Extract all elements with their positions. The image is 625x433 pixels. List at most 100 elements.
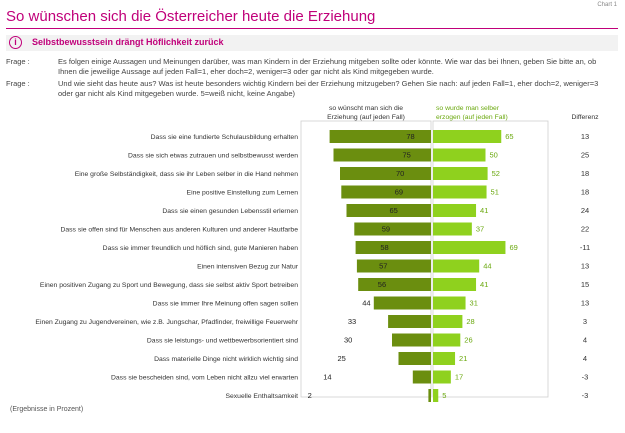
value-label-raised: 28 xyxy=(466,317,474,326)
bar-wish xyxy=(341,185,431,199)
value-label-raised: 52 xyxy=(492,169,500,178)
difference-value: 4 xyxy=(583,354,587,363)
series-header-raised-line2: erzogen (auf jeden Fall) xyxy=(436,114,508,121)
value-label-raised: 69 xyxy=(509,243,517,252)
value-label-wish: 75 xyxy=(403,151,411,160)
value-label-wish: 58 xyxy=(380,243,388,252)
value-label-raised: 50 xyxy=(490,151,498,160)
value-label-wish: 56 xyxy=(378,280,386,289)
bar-raised xyxy=(433,315,463,328)
bar-wish xyxy=(398,352,431,365)
value-label-raised: 21 xyxy=(459,354,467,363)
headline-text: Selbstbewusstsein drängt Höflichkeit zur… xyxy=(32,37,224,47)
value-label-wish: 69 xyxy=(395,188,403,197)
bar-wish xyxy=(388,315,431,328)
value-label-raised: 17 xyxy=(455,373,463,382)
difference-value: 15 xyxy=(581,280,589,289)
bar-wish xyxy=(358,278,431,291)
value-label-raised: 41 xyxy=(480,280,488,289)
difference-value: 13 xyxy=(581,262,589,271)
value-label-wish: 2 xyxy=(308,391,312,400)
page-title: So wünschen sich die Österreicher heute … xyxy=(6,8,376,25)
difference-value: 22 xyxy=(581,225,589,234)
category-label: Dass sie bescheiden sind, vom Leben nich… xyxy=(111,375,298,382)
series-header-wish-line2: Erziehung (auf jeden Fall) xyxy=(327,114,405,121)
value-label-wish: 30 xyxy=(344,336,352,345)
chart-number-label: Chart 1 xyxy=(597,2,617,8)
question-2-label: Frage : xyxy=(6,79,30,88)
bar-raised xyxy=(433,333,461,347)
difference-value: 24 xyxy=(581,206,589,215)
headline-banner: i Selbstbewusstsein drängt Höflichkeit z… xyxy=(6,35,618,51)
category-label: Dass sie offen sind für Menschen aus and… xyxy=(60,227,298,234)
bar-raised xyxy=(433,389,439,402)
bar-wish xyxy=(329,130,431,143)
question-1-text: Es folgen einige Aussagen und Meinungen … xyxy=(58,57,597,76)
question-2-text: Und wie sieht das heute aus? Was ist heu… xyxy=(58,79,599,98)
panel-frame-raised xyxy=(432,120,549,398)
value-label-wish: 65 xyxy=(390,206,398,215)
category-label: Dass sie sich etwas zutrauen und selbstb… xyxy=(128,153,298,160)
value-label-raised: 51 xyxy=(491,188,499,197)
bar-wish xyxy=(355,241,431,254)
bar-raised xyxy=(433,278,477,291)
series-header-wish: so wünscht man sich die xyxy=(329,105,403,112)
category-label: Dass materielle Dinge nicht wirklich wic… xyxy=(154,356,298,363)
difference-value: 3 xyxy=(583,317,587,326)
difference-value: 13 xyxy=(581,132,589,141)
bar-raised xyxy=(433,259,480,273)
info-icon: i xyxy=(9,36,22,49)
results-footnote: (Ergebnisse in Prozent) xyxy=(10,406,84,413)
category-label: Einen Zugang zu Jugendvereinen, wie z.B.… xyxy=(35,319,298,326)
value-label-raised: 65 xyxy=(505,132,513,141)
difference-value: 25 xyxy=(581,151,589,160)
value-label-raised: 41 xyxy=(480,206,488,215)
value-label-wish: 70 xyxy=(396,169,404,178)
bar-raised xyxy=(433,185,487,199)
bar-wish xyxy=(428,389,431,402)
bar-wish xyxy=(412,370,431,384)
value-label-wish: 14 xyxy=(323,373,331,382)
difference-value: 4 xyxy=(583,336,587,345)
value-label-wish: 57 xyxy=(379,262,387,271)
value-label-raised: 44 xyxy=(483,262,491,271)
difference-header: Differenz xyxy=(571,114,599,121)
panel-frame-wish xyxy=(300,120,432,398)
bar-wish xyxy=(354,222,431,236)
category-label: Sexuelle Enthaltsamkeit xyxy=(225,393,298,400)
value-label-wish: 78 xyxy=(406,132,414,141)
bar-wish xyxy=(346,204,431,217)
bar-raised xyxy=(433,370,451,384)
value-label-wish: 59 xyxy=(382,225,390,234)
category-label: Einen positiven Zugang zu Sport und Bewe… xyxy=(40,282,298,289)
bar-wish xyxy=(373,296,431,310)
bar-raised xyxy=(433,167,488,180)
value-label-raised: 37 xyxy=(476,225,484,234)
difference-value: 18 xyxy=(581,169,589,178)
value-label-raised: 31 xyxy=(470,299,478,308)
question-1-label: Frage : xyxy=(6,57,30,66)
bar-raised xyxy=(433,241,506,254)
difference-value: 18 xyxy=(581,188,589,197)
value-label-raised: 5 xyxy=(442,391,446,400)
bar-raised xyxy=(433,204,477,217)
value-label-wish: 44 xyxy=(362,299,370,308)
bar-wish xyxy=(340,167,431,180)
value-label-wish: 25 xyxy=(338,354,346,363)
difference-value: 13 xyxy=(581,299,589,308)
difference-value: -3 xyxy=(582,373,589,382)
bar-wish xyxy=(333,148,431,162)
category-label: Dass sie eine fundierte Schulausbildung … xyxy=(151,134,299,141)
bar-wish xyxy=(392,333,431,347)
value-label-wish: 33 xyxy=(348,317,356,326)
bar-raised xyxy=(433,352,456,365)
category-label: Eine große Selbständigkeit, dass sie ihr… xyxy=(75,171,299,178)
category-label: Dass sie immer Ihre Meinung offen sagen … xyxy=(153,301,299,308)
title-divider xyxy=(6,28,618,29)
category-label: Einen intensiven Bezug zur Natur xyxy=(197,264,299,271)
difference-value: -3 xyxy=(582,391,589,400)
category-label: Dass sie leistungs- und wettbewerbsorien… xyxy=(147,338,298,345)
series-header-raised: so wurde man selber xyxy=(436,105,500,112)
category-label: Dass sie einen gesunden Lebensstil erler… xyxy=(162,208,298,215)
